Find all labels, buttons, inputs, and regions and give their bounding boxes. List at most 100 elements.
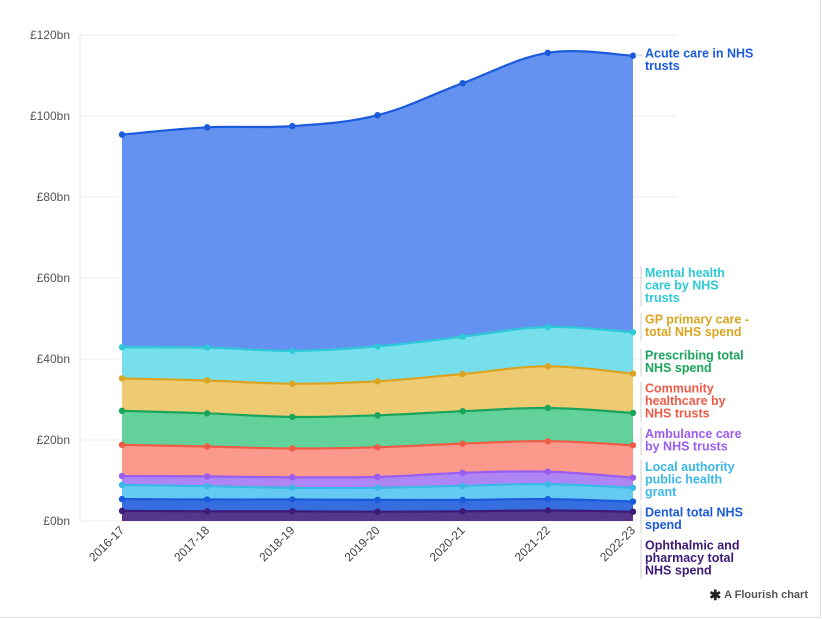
point-gp-primary-care-total-nhs-spend[interactable] (459, 370, 466, 378)
point-mental-health-care-by-nhs-trusts[interactable] (629, 329, 637, 336)
series-label-text: NHS spend (645, 564, 712, 578)
area-prescribing-total-nhs-spend[interactable] (122, 407, 633, 449)
y-tick-label: £100bn (30, 109, 70, 123)
x-tick-label: 2021-22 (512, 523, 553, 564)
point-community-healthcare-by-nhs-trusts[interactable] (629, 442, 637, 449)
point-ophthalmic-and-pharmacy-total-nhs-spend[interactable] (629, 508, 637, 515)
y-tick-label: £40bn (37, 352, 70, 366)
point-mental-health-care-by-nhs-trusts[interactable] (289, 347, 296, 355)
point-ophthalmic-and-pharmacy-total-nhs-spend[interactable] (203, 508, 211, 515)
point-local-authority-public-health-grant[interactable] (544, 480, 552, 488)
series-label-text: total NHS spend (645, 325, 742, 339)
point-acute-care-in-nhs-trusts[interactable] (289, 122, 296, 130)
series-label-text: Mental health (645, 266, 725, 280)
area-dental-total-nhs-spend[interactable] (122, 499, 633, 512)
point-local-authority-public-health-grant[interactable] (203, 482, 211, 490)
area-gp-primary-care-total-nhs-spend[interactable] (122, 366, 633, 417)
point-acute-care-in-nhs-trusts[interactable] (118, 131, 126, 138)
area-mental-health-care-by-nhs-trusts[interactable] (122, 326, 633, 384)
point-community-healthcare-by-nhs-trusts[interactable] (459, 440, 466, 447)
y-tick-label: £60bn (37, 271, 70, 285)
series-label-text: healthcare by (645, 394, 726, 408)
data-points-layer (118, 49, 637, 515)
x-tick-label: 2017-18 (171, 523, 212, 564)
point-local-authority-public-health-grant[interactable] (289, 484, 296, 491)
point-ophthalmic-and-pharmacy-total-nhs-spend[interactable] (544, 507, 552, 514)
point-dental-total-nhs-spend[interactable] (118, 495, 126, 503)
point-prescribing-total-nhs-spend[interactable] (544, 404, 552, 412)
point-ambulance-care-by-nhs-trusts[interactable] (289, 474, 296, 481)
point-local-authority-public-health-grant[interactable] (118, 481, 126, 489)
point-community-healthcare-by-nhs-trusts[interactable] (118, 441, 126, 449)
area-local-authority-public-health-grant[interactable] (122, 484, 633, 502)
point-prescribing-total-nhs-spend[interactable] (629, 409, 637, 417)
point-mental-health-care-by-nhs-trusts[interactable] (374, 343, 381, 350)
series-label-text: Ophthalmic and (645, 539, 739, 553)
x-tick-label: 2019-20 (342, 523, 383, 564)
point-prescribing-total-nhs-spend[interactable] (289, 413, 296, 421)
series-label-text: Prescribing total (645, 349, 744, 363)
point-acute-care-in-nhs-trusts[interactable] (203, 124, 211, 131)
point-ophthalmic-and-pharmacy-total-nhs-spend[interactable] (459, 508, 466, 515)
point-gp-primary-care-total-nhs-spend[interactable] (203, 377, 211, 384)
point-community-healthcare-by-nhs-trusts[interactable] (203, 443, 211, 450)
point-ambulance-care-by-nhs-trusts[interactable] (118, 472, 126, 480)
point-mental-health-care-by-nhs-trusts[interactable] (203, 344, 211, 351)
area-series-layer (122, 51, 633, 521)
x-tick-label: 2016-17 (86, 523, 127, 564)
point-acute-care-in-nhs-trusts[interactable] (544, 49, 552, 57)
point-ophthalmic-and-pharmacy-total-nhs-spend[interactable] (118, 507, 126, 515)
series-label-text: public health (645, 473, 722, 487)
point-local-authority-public-health-grant[interactable] (374, 484, 381, 491)
point-dental-total-nhs-spend[interactable] (629, 498, 637, 505)
point-community-healthcare-by-nhs-trusts[interactable] (544, 438, 552, 445)
point-ambulance-care-by-nhs-trusts[interactable] (544, 468, 552, 475)
point-prescribing-total-nhs-spend[interactable] (459, 408, 466, 415)
point-gp-primary-care-total-nhs-spend[interactable] (629, 370, 637, 377)
point-ophthalmic-and-pharmacy-total-nhs-spend[interactable] (289, 508, 296, 515)
point-community-healthcare-by-nhs-trusts[interactable] (374, 444, 381, 451)
y-tick-label: £120bn (30, 28, 70, 42)
point-dental-total-nhs-spend[interactable] (544, 495, 552, 503)
point-gp-primary-care-total-nhs-spend[interactable] (289, 380, 296, 387)
point-local-authority-public-health-grant[interactable] (459, 482, 466, 489)
point-local-authority-public-health-grant[interactable] (629, 484, 637, 491)
area-acute-care-in-nhs-trusts[interactable] (122, 51, 633, 351)
point-dental-total-nhs-spend[interactable] (203, 496, 211, 503)
point-ambulance-care-by-nhs-trusts[interactable] (459, 469, 466, 477)
point-dental-total-nhs-spend[interactable] (289, 496, 296, 503)
point-acute-care-in-nhs-trusts[interactable] (374, 111, 381, 119)
point-ambulance-care-by-nhs-trusts[interactable] (374, 473, 381, 481)
point-dental-total-nhs-spend[interactable] (459, 496, 466, 504)
series-label-text: spend (645, 518, 682, 532)
point-acute-care-in-nhs-trusts[interactable] (629, 52, 637, 59)
point-ambulance-care-by-nhs-trusts[interactable] (629, 474, 637, 481)
point-acute-care-in-nhs-trusts[interactable] (459, 79, 466, 87)
area-community-healthcare-by-nhs-trusts[interactable] (122, 441, 633, 478)
series-label-text: Ambulance care (645, 427, 742, 441)
x-tick-label: 2022-23 (597, 523, 638, 564)
series-label-text: NHS spend (645, 361, 712, 375)
point-mental-health-care-by-nhs-trusts[interactable] (544, 323, 552, 331)
point-prescribing-total-nhs-spend[interactable] (374, 412, 381, 419)
flourish-credit[interactable]: ✱ A Flourish chart (709, 588, 808, 602)
y-tick-label: £20bn (37, 433, 70, 447)
point-ophthalmic-and-pharmacy-total-nhs-spend[interactable] (374, 508, 381, 515)
point-prescribing-total-nhs-spend[interactable] (118, 407, 126, 415)
point-mental-health-care-by-nhs-trusts[interactable] (459, 333, 466, 340)
area-ophthalmic-and-pharmacy-total-nhs-spend[interactable] (122, 510, 633, 521)
point-gp-primary-care-total-nhs-spend[interactable] (374, 378, 381, 385)
point-mental-health-care-by-nhs-trusts[interactable] (118, 344, 126, 351)
point-ambulance-care-by-nhs-trusts[interactable] (203, 473, 211, 480)
point-prescribing-total-nhs-spend[interactable] (203, 410, 211, 417)
point-dental-total-nhs-spend[interactable] (374, 496, 381, 504)
point-gp-primary-care-total-nhs-spend[interactable] (544, 363, 552, 370)
point-community-healthcare-by-nhs-trusts[interactable] (289, 445, 296, 452)
point-gp-primary-care-total-nhs-spend[interactable] (118, 375, 126, 382)
series-label-text: NHS trusts (645, 407, 710, 421)
